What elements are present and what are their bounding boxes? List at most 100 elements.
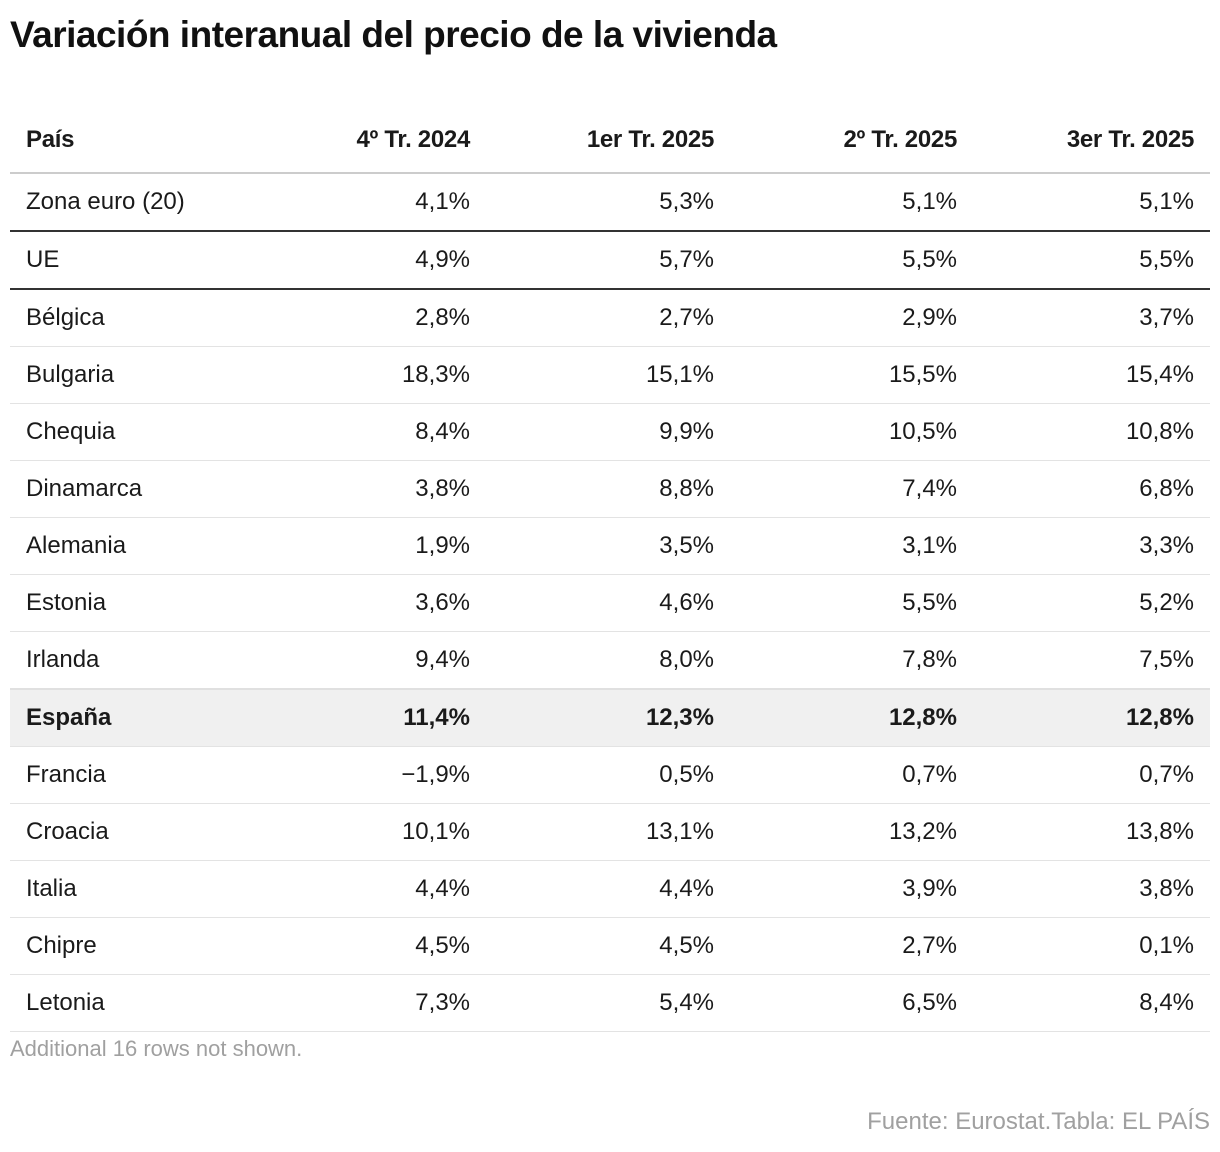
value-cell: 5,1% [957, 173, 1210, 232]
value-cell: 6,5% [714, 974, 957, 1032]
value-cell: 13,2% [714, 803, 957, 861]
country-cell: Francia [10, 746, 226, 804]
value-cell: 3,1% [714, 517, 957, 575]
value-cell: 8,0% [470, 631, 714, 690]
table-row: Bélgica 2,8% 2,7% 2,9% 3,7% [10, 289, 1210, 347]
value-cell: 0,5% [470, 746, 714, 804]
value-cell: 8,4% [957, 974, 1210, 1032]
table-title: Variación interanual del precio de la vi… [10, 14, 777, 55]
value-cell: 7,5% [957, 631, 1210, 690]
column-header-q2-2025[interactable]: 2º Tr. 2025 [714, 108, 957, 174]
table-body: Zona euro (20) 4,1% 5,3% 5,1% 5,1% UE 4,9% 5,7%… [10, 173, 1210, 1032]
value-cell: 4,9% [226, 231, 470, 290]
value-cell: 6,8% [957, 460, 1210, 518]
value-cell: 12,8% [714, 688, 957, 747]
value-cell: 13,8% [957, 803, 1210, 861]
column-header-q3-2025[interactable]: 3er Tr. 2025 [957, 108, 1210, 174]
table-row: Letonia 7,3% 5,4% 6,5% 8,4% [10, 974, 1210, 1032]
country-cell: Irlanda [10, 631, 226, 690]
value-cell: 5,3% [470, 173, 714, 232]
value-cell: 2,8% [226, 289, 470, 347]
value-cell: 8,8% [470, 460, 714, 518]
value-cell: 4,1% [226, 173, 470, 232]
table-row: Francia −1,9% 0,5% 0,7% 0,7% [10, 746, 1210, 804]
country-cell: Dinamarca [10, 460, 226, 518]
value-cell: 2,7% [470, 289, 714, 347]
rows-hidden-note: Additional 16 rows not shown. [10, 1036, 303, 1061]
value-cell: 3,3% [957, 517, 1210, 575]
value-cell: 2,9% [714, 289, 957, 347]
value-cell: 2,7% [714, 917, 957, 975]
value-cell: 5,7% [470, 231, 714, 290]
value-cell: 7,4% [714, 460, 957, 518]
value-cell: 5,5% [714, 231, 957, 290]
country-cell: Bélgica [10, 289, 226, 347]
country-cell: Italia [10, 860, 226, 918]
table-row: Alemania 1,9% 3,5% 3,1% 3,3% [10, 517, 1210, 575]
value-cell: 15,1% [470, 346, 714, 404]
value-cell: 10,5% [714, 403, 957, 461]
value-cell: 4,5% [470, 917, 714, 975]
value-cell: 3,8% [957, 860, 1210, 918]
table-row: Croacia 10,1% 13,1% 13,2% 13,8% [10, 803, 1210, 861]
value-cell: 5,1% [714, 173, 957, 232]
country-cell: Zona euro (20) [10, 173, 226, 232]
value-cell: 3,7% [957, 289, 1210, 347]
value-cell: 1,9% [226, 517, 470, 575]
table-row: España 11,4% 12,3% 12,8% 12,8% [10, 688, 1210, 747]
country-cell: Bulgaria [10, 346, 226, 404]
value-cell: 10,8% [957, 403, 1210, 461]
table-row: Chipre 4,5% 4,5% 2,7% 0,1% [10, 917, 1210, 975]
country-cell: Letonia [10, 974, 226, 1032]
value-cell: 4,6% [470, 574, 714, 632]
value-cell: 15,4% [957, 346, 1210, 404]
value-cell: 7,8% [714, 631, 957, 690]
value-cell: 5,4% [470, 974, 714, 1032]
value-cell: 10,1% [226, 803, 470, 861]
table-row: Irlanda 9,4% 8,0% 7,8% 7,5% [10, 631, 1210, 690]
value-cell: 0,1% [957, 917, 1210, 975]
value-cell: 11,4% [226, 688, 470, 747]
value-cell: 8,4% [226, 403, 470, 461]
value-cell: 3,6% [226, 574, 470, 632]
value-cell: 3,8% [226, 460, 470, 518]
country-cell: España [10, 688, 226, 747]
value-cell: 4,4% [470, 860, 714, 918]
value-cell: 15,5% [714, 346, 957, 404]
value-cell: 3,5% [470, 517, 714, 575]
value-cell: 13,1% [470, 803, 714, 861]
table-row: Italia 4,4% 4,4% 3,9% 3,8% [10, 860, 1210, 918]
column-header-pais[interactable]: País [10, 108, 226, 174]
value-cell: 9,9% [470, 403, 714, 461]
value-cell: 0,7% [714, 746, 957, 804]
country-cell: Croacia [10, 803, 226, 861]
value-cell: 5,5% [957, 231, 1210, 290]
table-row: Bulgaria 18,3% 15,1% 15,5% 15,4% [10, 346, 1210, 404]
value-cell: 4,4% [226, 860, 470, 918]
country-cell: Estonia [10, 574, 226, 632]
value-cell: 12,8% [957, 688, 1210, 747]
value-cell: 18,3% [226, 346, 470, 404]
country-cell: Chipre [10, 917, 226, 975]
value-cell: 7,3% [226, 974, 470, 1032]
column-header-q4-2024[interactable]: 4º Tr. 2024 [226, 108, 470, 174]
value-cell: 4,5% [226, 917, 470, 975]
column-header-q1-2025[interactable]: 1er Tr. 2025 [470, 108, 714, 174]
value-cell: −1,9% [226, 746, 470, 804]
source-credit: Fuente: Eurostat.Tabla: EL PAÍS [867, 1108, 1210, 1135]
country-cell: Alemania [10, 517, 226, 575]
country-cell: UE [10, 231, 226, 290]
value-cell: 9,4% [226, 631, 470, 690]
country-cell: Chequia [10, 403, 226, 461]
value-cell: 5,5% [714, 574, 957, 632]
value-cell: 5,2% [957, 574, 1210, 632]
value-cell: 3,9% [714, 860, 957, 918]
table-row: Zona euro (20) 4,1% 5,3% 5,1% 5,1% [10, 173, 1210, 232]
table-row: UE 4,9% 5,7% 5,5% 5,5% [10, 231, 1210, 290]
header-row: País 4º Tr. 2024 1er Tr. 2025 2º Tr. 202… [10, 108, 1210, 174]
table-row: Dinamarca 3,8% 8,8% 7,4% 6,8% [10, 460, 1210, 518]
value-cell: 0,7% [957, 746, 1210, 804]
value-cell: 12,3% [470, 688, 714, 747]
table-row: Estonia 3,6% 4,6% 5,5% 5,2% [10, 574, 1210, 632]
data-table: País 4º Tr. 2024 1er Tr. 2025 2º Tr. 202… [10, 108, 1210, 1032]
